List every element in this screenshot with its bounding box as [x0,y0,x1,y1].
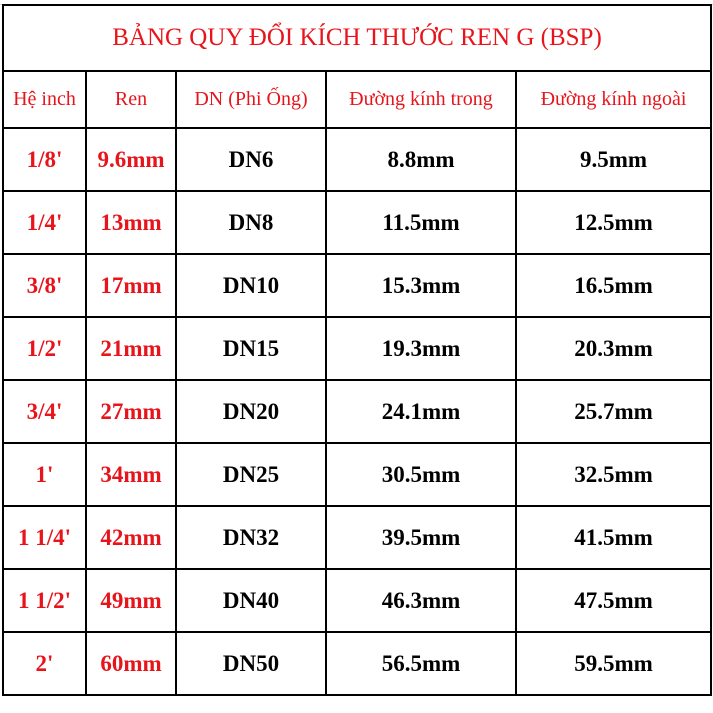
inner-diameter-cell: 19.3mm [325,316,517,381]
inch-size-cell: 1/8' [2,127,87,192]
dn-size-cell: DN6 [175,127,327,192]
bsp-thread-conversion-table: BẢNG QUY ĐỔI KÍCH THƯỚC REN G (BSP) Hệ i… [2,4,712,696]
header-outer-diameter: Đường kính ngoài [515,70,712,129]
table-row: 1/2' 21mm DN15 19.3mm 20.3mm [2,316,712,381]
table-row: 1 1/2' 49mm DN40 46.3mm 47.5mm [2,568,712,633]
thread-size-cell: 17mm [85,253,177,318]
thread-size-cell: 34mm [85,442,177,507]
inner-diameter-cell: 46.3mm [325,568,517,633]
inner-diameter-cell: 11.5mm [325,190,517,255]
outer-diameter-cell: 9.5mm [515,127,712,192]
outer-diameter-cell: 41.5mm [515,505,712,570]
inner-diameter-cell: 56.5mm [325,631,517,696]
dn-size-cell: DN15 [175,316,327,381]
outer-diameter-cell: 16.5mm [515,253,712,318]
outer-diameter-cell: 59.5mm [515,631,712,696]
dn-size-cell: DN32 [175,505,327,570]
thread-size-cell: 49mm [85,568,177,633]
thread-size-cell: 60mm [85,631,177,696]
header-row: Hệ inch Ren DN (Phi Ống) Đường kính tron… [2,70,712,129]
inch-size-cell: 3/4' [2,379,87,444]
dn-size-cell: DN8 [175,190,327,255]
outer-diameter-cell: 12.5mm [515,190,712,255]
dn-size-cell: DN10 [175,253,327,318]
table-row: 3/8' 17mm DN10 15.3mm 16.5mm [2,253,712,318]
table-title: BẢNG QUY ĐỔI KÍCH THƯỚC REN G (BSP) [2,4,712,72]
dn-size-cell: DN40 [175,568,327,633]
inch-size-cell: 2' [2,631,87,696]
table-row: 1/4' 13mm DN8 11.5mm 12.5mm [2,190,712,255]
dn-size-cell: DN50 [175,631,327,696]
header-inch: Hệ inch [2,70,87,129]
outer-diameter-cell: 47.5mm [515,568,712,633]
inch-size-cell: 1/4' [2,190,87,255]
table-row: 1 1/4' 42mm DN32 39.5mm 41.5mm [2,505,712,570]
header-inner-diameter: Đường kính trong [325,70,517,129]
thread-size-cell: 9.6mm [85,127,177,192]
inch-size-cell: 1 1/2' [2,568,87,633]
table-row: 3/4' 27mm DN20 24.1mm 25.7mm [2,379,712,444]
outer-diameter-cell: 25.7mm [515,379,712,444]
thread-size-cell: 27mm [85,379,177,444]
thread-size-cell: 13mm [85,190,177,255]
inner-diameter-cell: 39.5mm [325,505,517,570]
inch-size-cell: 3/8' [2,253,87,318]
thread-size-cell: 42mm [85,505,177,570]
inch-size-cell: 1/2' [2,316,87,381]
table-row: 2' 60mm DN50 56.5mm 59.5mm [2,631,712,696]
inner-diameter-cell: 30.5mm [325,442,517,507]
outer-diameter-cell: 20.3mm [515,316,712,381]
dn-size-cell: DN20 [175,379,327,444]
header-dn: DN (Phi Ống) [175,70,327,129]
table-row: 1/8' 9.6mm DN6 8.8mm 9.5mm [2,127,712,192]
header-ren: Ren [85,70,177,129]
inch-size-cell: 1' [2,442,87,507]
outer-diameter-cell: 32.5mm [515,442,712,507]
thread-size-cell: 21mm [85,316,177,381]
dn-size-cell: DN25 [175,442,327,507]
inner-diameter-cell: 24.1mm [325,379,517,444]
inch-size-cell: 1 1/4' [2,505,87,570]
inner-diameter-cell: 15.3mm [325,253,517,318]
table-row: 1' 34mm DN25 30.5mm 32.5mm [2,442,712,507]
inner-diameter-cell: 8.8mm [325,127,517,192]
